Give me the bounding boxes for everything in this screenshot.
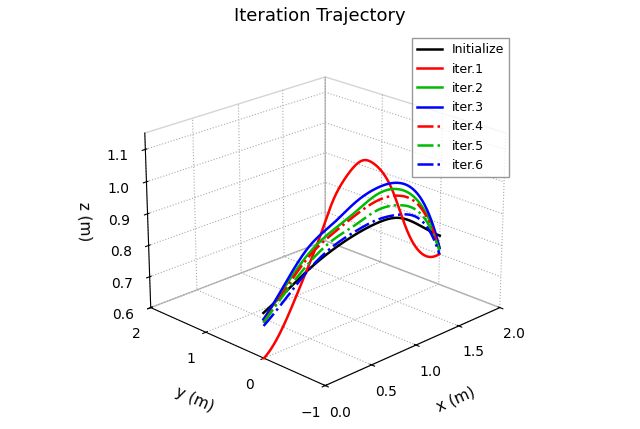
Legend: Initialize, iter.1, iter.2, iter.3, iter.4, iter.5, iter.6: Initialize, iter.1, iter.2, iter.3, iter… xyxy=(412,38,509,177)
X-axis label: x (m): x (m) xyxy=(434,384,477,414)
Y-axis label: y (m): y (m) xyxy=(173,384,216,414)
Title: Iteration Trajectory: Iteration Trajectory xyxy=(234,7,406,25)
